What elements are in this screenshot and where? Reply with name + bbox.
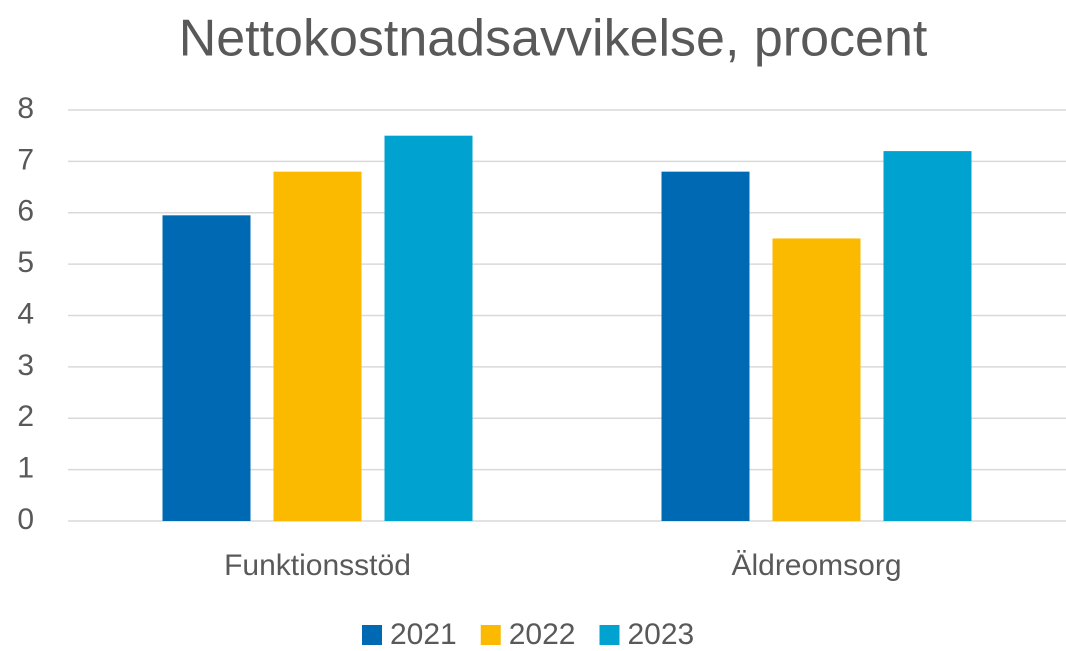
legend-swatch	[599, 625, 620, 645]
y-tick-label: 2	[17, 400, 34, 433]
bar	[162, 215, 251, 521]
bar	[384, 135, 473, 521]
x-tick-label: Funktionsstöd	[224, 549, 411, 582]
legend-label: 2022	[509, 618, 576, 651]
y-tick-label: 0	[17, 503, 34, 536]
bar	[772, 238, 861, 521]
y-tick-label: 1	[17, 452, 34, 485]
bar	[273, 171, 362, 521]
y-tick-label: 8	[17, 92, 34, 125]
y-tick-label: 5	[17, 246, 34, 279]
legend-swatch	[362, 625, 382, 645]
legend-label: 2021	[390, 618, 457, 651]
y-tick-label: 3	[17, 349, 34, 382]
legend-swatch	[480, 625, 501, 645]
bar	[661, 171, 750, 521]
chart-title: Nettokostnadsavvikelse, procent	[179, 10, 928, 68]
x-tick-label: Äldreomsorg	[731, 549, 901, 582]
bar	[883, 151, 972, 521]
y-tick-label: 6	[17, 195, 34, 228]
y-tick-label: 4	[17, 297, 34, 330]
y-tick-label: 7	[17, 143, 34, 176]
legend-label: 2023	[628, 618, 695, 651]
